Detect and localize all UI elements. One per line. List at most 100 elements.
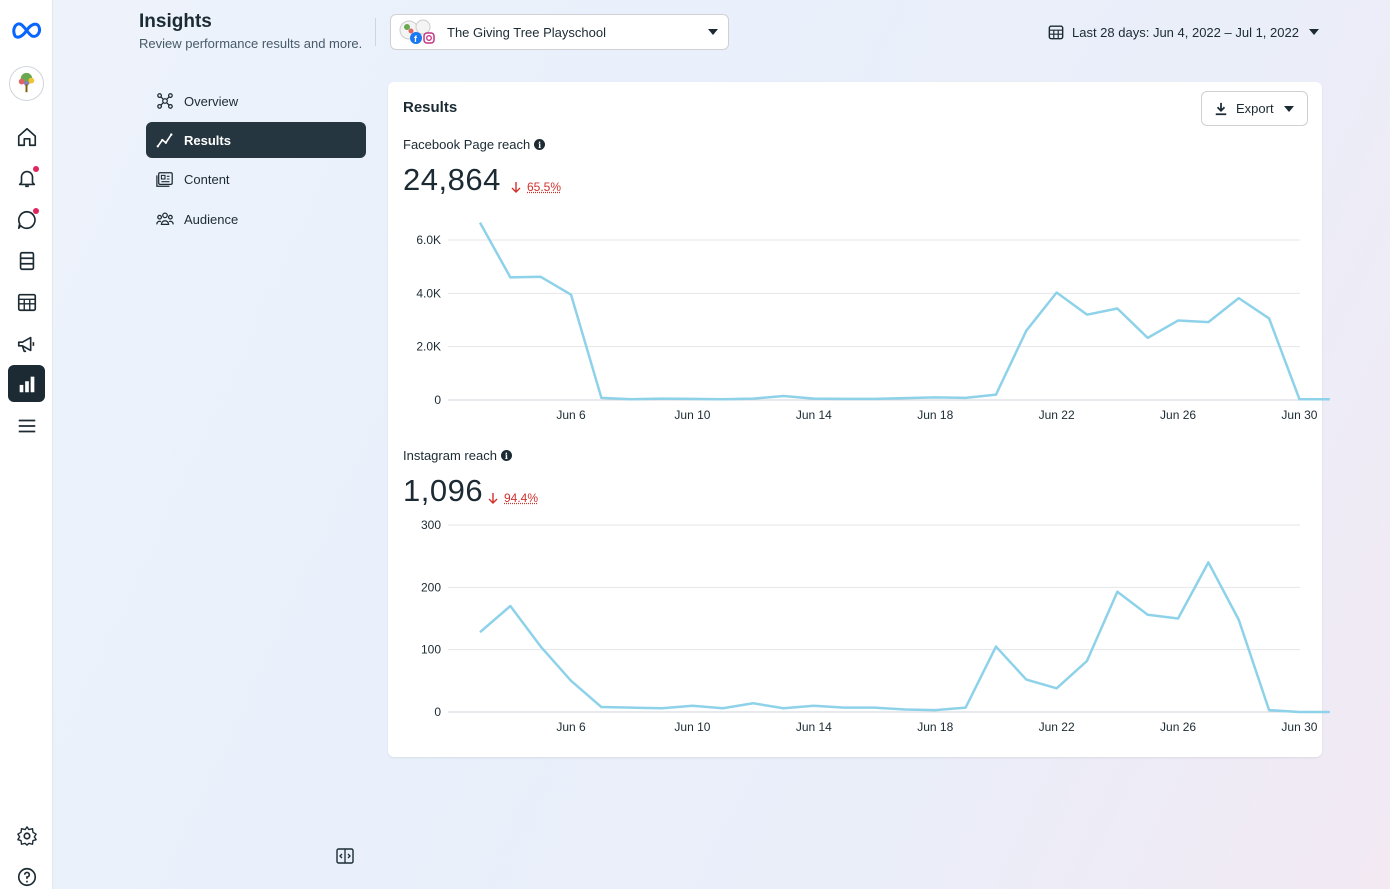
data-point[interactable]: [477, 220, 483, 226]
data-point[interactable]: [781, 393, 787, 399]
data-point[interactable]: [902, 707, 908, 713]
data-point[interactable]: [1145, 612, 1151, 618]
page-selector-label: The Giving Tree Playschool: [447, 24, 606, 40]
data-point[interactable]: [750, 396, 756, 402]
download-icon: [1215, 102, 1227, 115]
page-avatars-icon: f: [399, 19, 435, 44]
meta-logo-icon[interactable]: [8, 11, 45, 48]
data-point[interactable]: [629, 396, 635, 402]
data-point[interactable]: [841, 705, 847, 711]
data-point[interactable]: [538, 644, 544, 650]
data-point[interactable]: [1296, 396, 1302, 402]
data-point[interactable]: [477, 629, 483, 635]
data-point[interactable]: [507, 603, 513, 609]
data-point[interactable]: [598, 704, 604, 710]
data-point[interactable]: [781, 705, 787, 711]
data-point[interactable]: [568, 292, 574, 298]
data-point[interactable]: [1327, 396, 1333, 402]
data-point[interactable]: [1236, 295, 1242, 301]
notifications-icon[interactable]: [8, 159, 45, 196]
side-nav-label: Results: [184, 132, 231, 148]
series-line[interactable]: [479, 561, 1330, 714]
ads-icon[interactable]: [8, 325, 45, 362]
data-point[interactable]: [1296, 709, 1302, 715]
data-point[interactable]: [963, 395, 969, 401]
data-point[interactable]: [568, 678, 574, 684]
data-point[interactable]: [1114, 306, 1120, 312]
y-tick-label: 100: [421, 643, 441, 657]
facebook-reach-label: Facebook Page reach i: [403, 137, 546, 152]
inbox-icon[interactable]: [8, 201, 45, 238]
data-point[interactable]: [811, 396, 817, 402]
home-icon[interactable]: [8, 118, 45, 155]
data-point[interactable]: [1023, 328, 1029, 334]
data-point[interactable]: [1054, 685, 1060, 691]
data-point[interactable]: [1084, 312, 1090, 318]
data-point[interactable]: [993, 644, 999, 650]
data-point[interactable]: [1266, 315, 1272, 321]
data-point[interactable]: [1327, 709, 1333, 715]
data-point[interactable]: [720, 396, 726, 402]
data-point[interactable]: [659, 705, 665, 711]
data-point[interactable]: [689, 703, 695, 709]
data-point[interactable]: [629, 705, 635, 711]
side-nav-results[interactable]: Results: [146, 122, 366, 158]
export-button[interactable]: Export: [1201, 91, 1308, 126]
data-point[interactable]: [872, 705, 878, 711]
change-percent[interactable]: 65.5%: [527, 180, 562, 194]
data-point[interactable]: [598, 395, 604, 401]
calendar-icon: [1048, 25, 1064, 40]
series-line[interactable]: [478, 222, 1330, 401]
data-point[interactable]: [1145, 335, 1151, 341]
info-icon[interactable]: i: [500, 450, 512, 461]
content-icon[interactable]: [8, 242, 45, 279]
change-percent[interactable]: 94.4%: [504, 491, 539, 505]
side-nav-audience[interactable]: Audience: [146, 201, 366, 237]
data-point[interactable]: [811, 703, 817, 709]
data-point[interactable]: [1205, 559, 1211, 565]
data-point[interactable]: [963, 705, 969, 711]
y-tick-label: 2.0K: [416, 340, 441, 354]
data-point[interactable]: [932, 394, 938, 400]
data-point[interactable]: [1175, 616, 1181, 622]
data-point[interactable]: [1266, 707, 1272, 713]
data-point[interactable]: [841, 396, 847, 402]
x-tick-label: Jun 30: [1281, 720, 1317, 734]
planner-icon[interactable]: [8, 283, 45, 320]
collapse-sidebar-icon[interactable]: [335, 846, 355, 866]
data-point[interactable]: [1236, 617, 1242, 623]
data-point[interactable]: [1054, 290, 1060, 296]
side-nav-content[interactable]: Content: [146, 161, 366, 197]
data-point[interactable]: [1084, 658, 1090, 664]
data-point[interactable]: [750, 700, 756, 706]
results-card: Results Export Facebook Page reach i 24,…: [388, 82, 1330, 757]
date-range-picker[interactable]: Last 28 days: Jun 4, 2022 – Jul 1, 2022: [1048, 20, 1319, 44]
page-subtitle: Review performance results and more.: [139, 36, 363, 51]
data-point[interactable]: [902, 395, 908, 401]
settings-icon[interactable]: [8, 817, 45, 854]
data-point[interactable]: [932, 707, 938, 713]
insights-icon[interactable]: [8, 365, 45, 402]
x-tick-label: Jun 18: [917, 408, 953, 422]
data-point[interactable]: [720, 705, 726, 711]
data-point[interactable]: [1175, 318, 1181, 324]
data-point[interactable]: [872, 396, 878, 402]
side-nav-label: Overview: [184, 93, 239, 109]
data-point[interactable]: [538, 274, 544, 280]
data-point[interactable]: [1114, 589, 1120, 595]
data-point[interactable]: [1023, 677, 1029, 683]
chevron-down-icon: [708, 29, 718, 35]
data-point[interactable]: [993, 392, 999, 398]
side-nav-overview[interactable]: Overview: [146, 83, 366, 119]
info-icon[interactable]: i: [534, 139, 546, 150]
data-point[interactable]: [1205, 319, 1211, 325]
data-point[interactable]: [507, 274, 513, 280]
menu-icon[interactable]: [8, 407, 45, 444]
x-tick-label: Jun 6: [556, 408, 586, 422]
page-avatar[interactable]: [9, 66, 44, 101]
left-rail: [0, 0, 53, 889]
data-point[interactable]: [659, 396, 665, 402]
data-point[interactable]: [689, 396, 695, 402]
help-icon[interactable]: [8, 858, 45, 889]
page-selector[interactable]: f The Giving Tree Playschool: [390, 14, 729, 50]
